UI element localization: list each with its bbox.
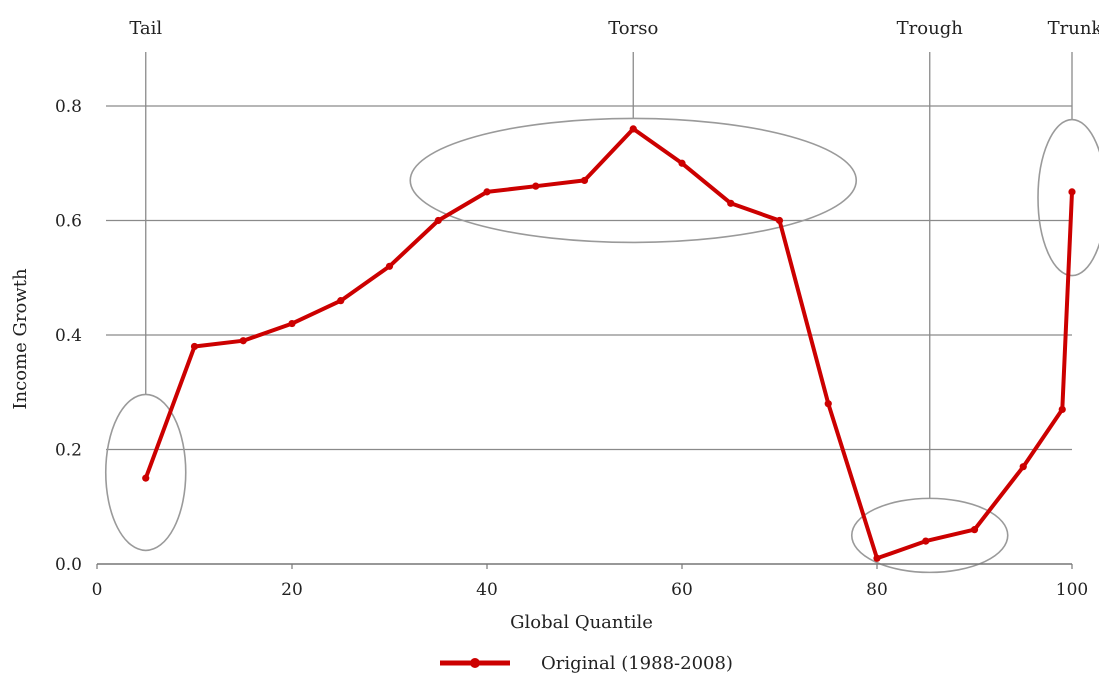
data-point [1058, 405, 1066, 414]
y-axis-title: Income Growth [10, 268, 31, 410]
annotation-label: Trunk [1048, 18, 1099, 39]
data-point [678, 159, 686, 167]
data-point [873, 554, 881, 562]
x-tick-label: 40 [476, 580, 498, 600]
y-tick-label: 0.4 [55, 326, 82, 346]
data-point [532, 182, 540, 190]
annotation-lines [145, 52, 1073, 499]
data-point [337, 297, 345, 305]
gridlines [106, 105, 1072, 451]
annotation-label: Tail [129, 18, 162, 39]
data-point [385, 262, 394, 270]
y-tick-label: 0.8 [55, 97, 82, 117]
data-point [1068, 188, 1076, 196]
x-tick-label: 60 [671, 580, 693, 600]
legend-label: Original (1988-2008) [541, 653, 733, 674]
data-point [824, 400, 832, 408]
annotation-label: Torso [608, 18, 658, 39]
data-point [1019, 463, 1027, 471]
y-tick-label: 0.6 [55, 212, 82, 232]
data-point [727, 199, 735, 207]
x-tick-label: 80 [866, 580, 888, 600]
y-axis-ticks: 0.0 0.2 0.4 0.6 0.8 [55, 97, 82, 575]
y-tick-label: 0.0 [55, 555, 82, 575]
data-point [922, 537, 930, 545]
data-point [483, 188, 491, 196]
annotation-ellipse [104, 393, 187, 552]
data-point [190, 342, 199, 351]
annotation-label: Trough [897, 18, 964, 39]
x-tick-label: 20 [281, 580, 303, 600]
x-tick-label: 100 [1056, 580, 1088, 600]
legend-swatch-marker [470, 658, 480, 668]
data-point [288, 319, 296, 328]
annotation-labels: Tail Torso Trough Trunk [129, 18, 1099, 39]
data-point [629, 125, 637, 133]
data-point [580, 176, 589, 185]
data-point [434, 216, 442, 225]
annotation-ellipse [409, 117, 858, 244]
legend: Original (1988-2008) [440, 653, 733, 674]
data-point [142, 474, 150, 482]
y-tick-label: 0.2 [55, 441, 82, 461]
annotation-ellipse [850, 497, 1009, 574]
data-point [239, 337, 247, 345]
x-tick-label: 0 [92, 580, 103, 600]
x-axis-title: Global Quantile [510, 612, 653, 633]
annotation-ellipse [1037, 118, 1099, 277]
data-point [970, 526, 979, 534]
data-point [775, 216, 784, 225]
x-axis-ticks: 0 20 40 60 80 100 [92, 564, 1088, 600]
annotation-ellipses [104, 117, 1099, 574]
series-layer [142, 125, 1076, 562]
series-line [143, 126, 1074, 561]
